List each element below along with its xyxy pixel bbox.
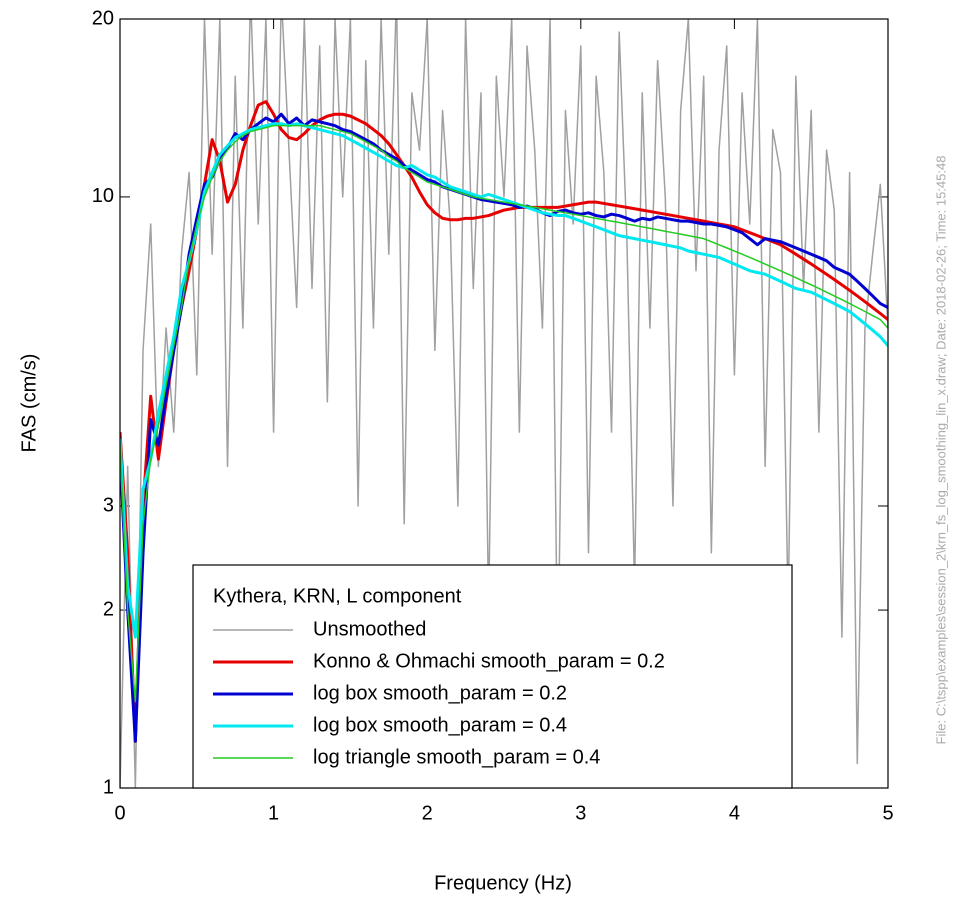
x-tick-label: 0 [114,802,125,824]
legend-label: Konno & Ohmachi smooth_param = 0.2 [313,650,665,672]
series-line [120,19,888,788]
y-tick-label: 20 [92,7,114,29]
x-tick-label: 1 [268,802,279,824]
y-tick-label: 2 [103,598,114,620]
y-tick-label: 3 [103,494,114,516]
legend-label: Unsmoothed [313,618,426,640]
x-tick-label: 3 [575,802,586,824]
x-axis-label: Frequency (Hz) [434,872,572,894]
series-line [120,124,888,703]
legend-label: log box smooth_param = 0.4 [313,714,567,736]
plot-area [120,19,888,788]
y-tick-label: 10 [92,185,114,207]
legend-box [192,564,793,789]
legend-label: log box smooth_param = 0.2 [313,682,567,704]
legend-title: Kythera, KRN, L component [213,585,462,607]
footer: File: C:\tspp\examples\session_2\krn_fs_… [933,156,948,745]
series-line [120,122,888,639]
x-tick-label: 2 [422,802,433,824]
y-tick-label: 1 [103,776,114,798]
y-axis-label: FAS (cm/s) [18,354,40,453]
x-tick-label: 4 [729,802,740,824]
legend-label: log triangle smooth_param = 0.4 [313,746,600,768]
x-tick-label: 5 [882,802,893,824]
